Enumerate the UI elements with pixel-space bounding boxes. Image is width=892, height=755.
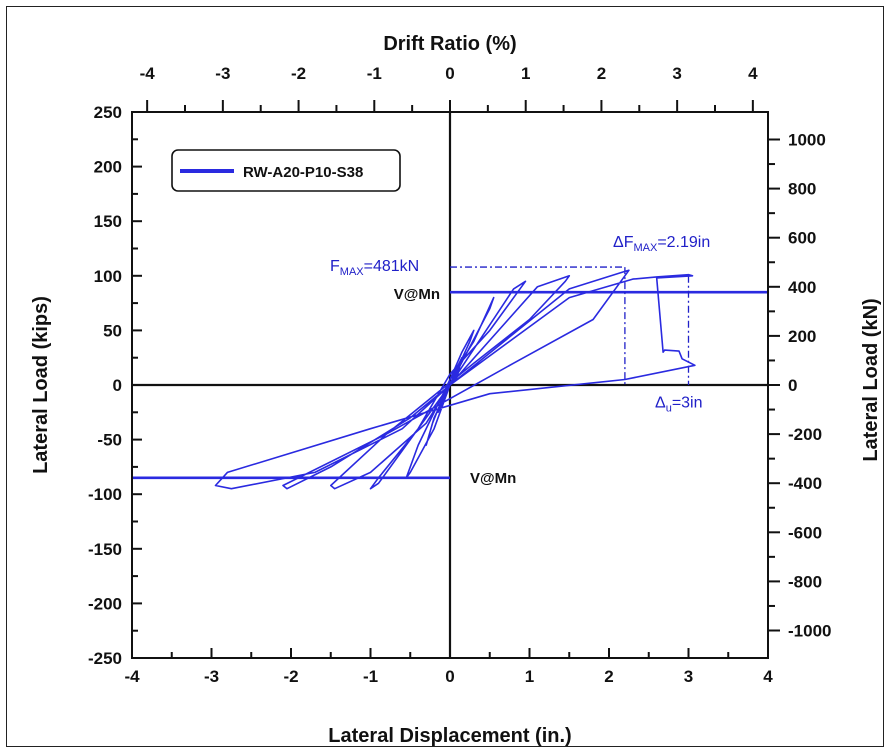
y2-tick-label: -600 — [788, 523, 822, 542]
legend-box — [171, 149, 401, 192]
x2-tick-label: -1 — [367, 64, 382, 83]
delta-u-label-base: Δ — [655, 395, 666, 412]
y-tick-label: 50 — [103, 321, 122, 340]
fmax-label: FMAX=481kN — [330, 258, 419, 278]
y2-tick-label: 0 — [788, 376, 797, 395]
y-tick-label: 100 — [94, 267, 122, 286]
x-tick-label: -1 — [363, 667, 378, 686]
x2-tick-label: 3 — [672, 64, 681, 83]
y-tick-label: -250 — [88, 649, 122, 668]
x-tick-label: 1 — [525, 667, 534, 686]
y2-tick-label: -800 — [788, 572, 822, 591]
delta-u-label-value: =3in — [672, 395, 703, 412]
y2-tick-label: -1000 — [788, 622, 831, 641]
x2-tick-label: 4 — [748, 64, 758, 83]
y2-tick-label: -200 — [788, 425, 822, 444]
legend-label: RW-A20-P10-S38 — [243, 164, 363, 181]
x-tick-label: 3 — [684, 667, 693, 686]
delta-fmax-label-sub: MAX — [633, 242, 658, 254]
x2-tick-label: -4 — [140, 64, 156, 83]
y-tick-label: -50 — [97, 431, 122, 450]
fmax-label-base: F — [330, 258, 340, 275]
vmn-positive-label: V@Mn — [394, 286, 440, 303]
delta-u-label: Δu=3in — [655, 395, 703, 415]
x2-tick-label: 1 — [521, 64, 530, 83]
fmax-label-value: =481kN — [364, 258, 420, 275]
delta-fmax-label-base: ΔF — [613, 234, 634, 251]
y2-tick-label: 600 — [788, 229, 816, 248]
x-tick-label: 2 — [604, 667, 613, 686]
tick-labels: -4 -3 -2 -1 0 1 2 3 4 -4 -3 -2 -1 0 1 2 3 4 250 200 150 100 50… — [88, 64, 832, 686]
series-line — [214, 269, 696, 490]
y-tick-label: -150 — [88, 540, 122, 559]
y-tick-label: 150 — [94, 212, 122, 231]
chart-frame — [6, 6, 884, 747]
delta-fmax-label-value: =2.19in — [657, 234, 710, 251]
top-axis-title: Drift Ratio (%) — [383, 33, 516, 55]
plot-area-border — [131, 111, 769, 659]
y2-tick-label: -400 — [788, 474, 822, 493]
x-tick-label: -2 — [283, 667, 298, 686]
vmn-negative-label: V@Mn — [470, 470, 516, 487]
x-tick-label: -4 — [124, 667, 140, 686]
y2-tick-label: 400 — [788, 278, 816, 297]
series-group — [214, 269, 696, 490]
y2-tick-label: 1000 — [788, 130, 826, 149]
fmax-label-sub: MAX — [340, 266, 365, 278]
x2-tick-label: -3 — [215, 64, 230, 83]
right-axis-title: Lateral Load (kN) — [860, 298, 882, 461]
x2-tick-label: -2 — [291, 64, 306, 83]
y-tick-label: 250 — [94, 103, 122, 122]
y-tick-label: -200 — [88, 594, 122, 613]
x-tick-label: 0 — [445, 667, 454, 686]
y2-tick-label: 200 — [788, 327, 816, 346]
y2-tick-label: 800 — [788, 180, 816, 199]
x-axis-title: Lateral Displacement (in.) — [328, 725, 571, 747]
y-tick-label: -100 — [88, 485, 122, 504]
delta-u-label-sub: u — [666, 403, 672, 415]
y-axis-title: Lateral Load (kips) — [30, 296, 52, 474]
x2-tick-label: 0 — [445, 64, 454, 83]
legend: RW-A20-P10-S38 — [171, 149, 401, 192]
x2-tick-label: 2 — [597, 64, 606, 83]
y-tick-label: 200 — [94, 158, 122, 177]
y-tick-label: 0 — [113, 376, 122, 395]
x-tick-label: 4 — [763, 667, 773, 686]
x-tick-label: -3 — [204, 667, 219, 686]
delta-fmax-label: ΔFMAX=2.19in — [613, 234, 710, 254]
